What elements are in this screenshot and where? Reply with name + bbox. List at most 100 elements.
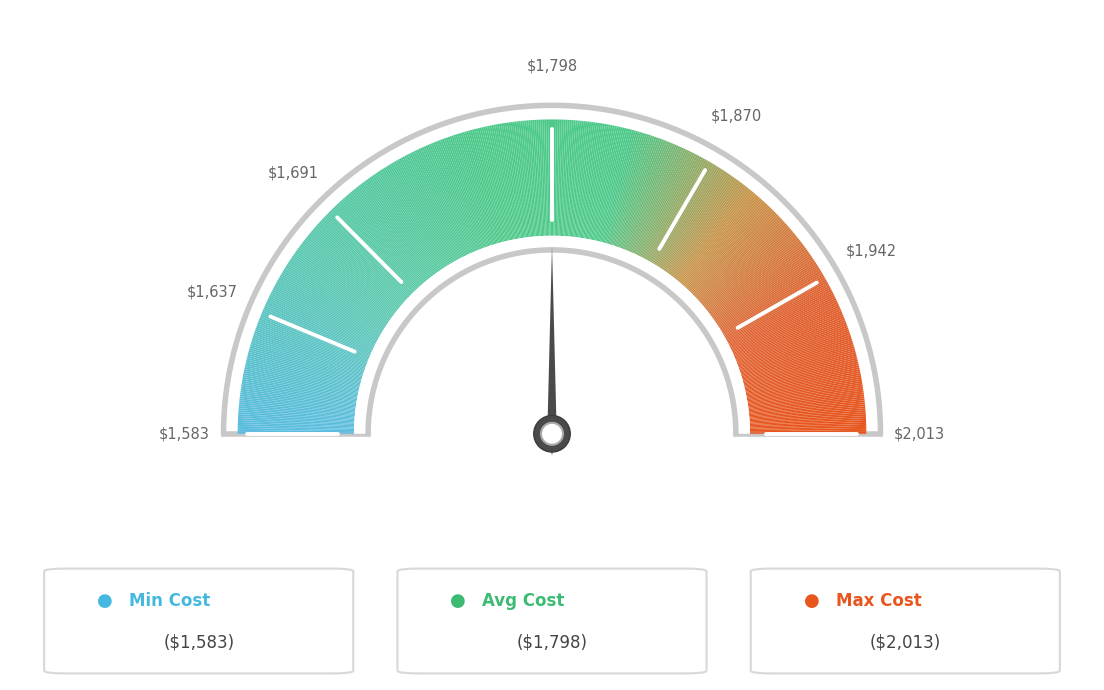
Wedge shape [470, 130, 501, 243]
Wedge shape [742, 346, 854, 380]
Wedge shape [658, 168, 722, 267]
Wedge shape [286, 266, 385, 328]
Wedge shape [379, 170, 444, 268]
Wedge shape [350, 192, 426, 282]
Wedge shape [677, 190, 752, 282]
Wedge shape [594, 126, 620, 241]
Wedge shape [487, 126, 512, 240]
Wedge shape [241, 391, 355, 408]
Wedge shape [735, 315, 843, 359]
Wedge shape [740, 331, 850, 371]
Wedge shape [410, 152, 464, 257]
Wedge shape [746, 375, 861, 398]
Text: ($1,583): ($1,583) [163, 634, 234, 652]
Wedge shape [597, 128, 626, 241]
Wedge shape [340, 201, 420, 288]
Wedge shape [732, 302, 838, 352]
Wedge shape [742, 342, 853, 377]
Wedge shape [750, 420, 867, 426]
Wedge shape [318, 223, 405, 302]
Wedge shape [380, 170, 445, 268]
Wedge shape [505, 123, 523, 238]
Wedge shape [588, 125, 611, 239]
Wedge shape [672, 184, 745, 277]
Wedge shape [385, 166, 448, 266]
Wedge shape [682, 197, 760, 285]
Wedge shape [750, 428, 867, 431]
Wedge shape [629, 144, 677, 252]
Wedge shape [750, 430, 867, 433]
Wedge shape [730, 295, 835, 347]
Wedge shape [474, 129, 503, 242]
Wedge shape [502, 123, 522, 238]
Wedge shape [636, 149, 688, 255]
Wedge shape [546, 119, 550, 236]
Wedge shape [713, 250, 808, 319]
Wedge shape [749, 393, 863, 409]
Wedge shape [362, 182, 434, 276]
Wedge shape [750, 404, 866, 416]
Wedge shape [659, 170, 724, 268]
Wedge shape [638, 151, 691, 256]
Wedge shape [593, 126, 618, 240]
Wedge shape [693, 213, 777, 295]
Wedge shape [737, 324, 847, 366]
Wedge shape [411, 152, 465, 257]
Wedge shape [596, 128, 625, 241]
Wedge shape [433, 142, 478, 250]
Wedge shape [344, 197, 422, 285]
Wedge shape [442, 139, 484, 248]
Wedge shape [347, 194, 424, 284]
Wedge shape [449, 136, 488, 246]
Wedge shape [586, 124, 609, 239]
Wedge shape [698, 221, 785, 301]
Wedge shape [237, 426, 354, 430]
Wedge shape [670, 182, 742, 276]
Wedge shape [489, 126, 513, 239]
Text: Min Cost: Min Cost [129, 592, 211, 610]
Text: ($2,013): ($2,013) [870, 634, 941, 652]
Wedge shape [702, 229, 792, 306]
Wedge shape [709, 243, 803, 315]
Wedge shape [245, 365, 359, 392]
Wedge shape [275, 284, 378, 341]
Wedge shape [552, 119, 554, 236]
Wedge shape [553, 119, 556, 236]
Wedge shape [259, 316, 369, 361]
Wedge shape [747, 383, 862, 403]
Wedge shape [311, 230, 401, 306]
Wedge shape [737, 322, 847, 364]
Wedge shape [237, 424, 354, 428]
Wedge shape [261, 315, 369, 359]
Wedge shape [665, 175, 732, 271]
Wedge shape [365, 179, 436, 275]
Wedge shape [241, 386, 357, 405]
Wedge shape [255, 329, 365, 369]
Wedge shape [325, 216, 410, 297]
Wedge shape [739, 329, 849, 369]
Wedge shape [401, 157, 458, 260]
Wedge shape [256, 326, 367, 366]
Wedge shape [711, 248, 806, 317]
Wedge shape [688, 205, 768, 290]
Wedge shape [732, 304, 839, 353]
Wedge shape [314, 228, 403, 305]
Wedge shape [733, 307, 840, 355]
Wedge shape [749, 402, 864, 415]
Wedge shape [238, 414, 354, 422]
Wedge shape [375, 172, 442, 270]
Wedge shape [710, 244, 804, 315]
Wedge shape [457, 134, 493, 245]
Wedge shape [299, 246, 393, 317]
Wedge shape [237, 432, 354, 434]
Wedge shape [369, 177, 437, 273]
Wedge shape [693, 215, 778, 297]
Wedge shape [749, 398, 864, 413]
Wedge shape [718, 260, 815, 326]
Wedge shape [278, 277, 380, 336]
Wedge shape [247, 354, 361, 384]
Wedge shape [248, 352, 361, 384]
Wedge shape [517, 121, 531, 237]
Wedge shape [740, 335, 851, 373]
Wedge shape [413, 151, 466, 256]
